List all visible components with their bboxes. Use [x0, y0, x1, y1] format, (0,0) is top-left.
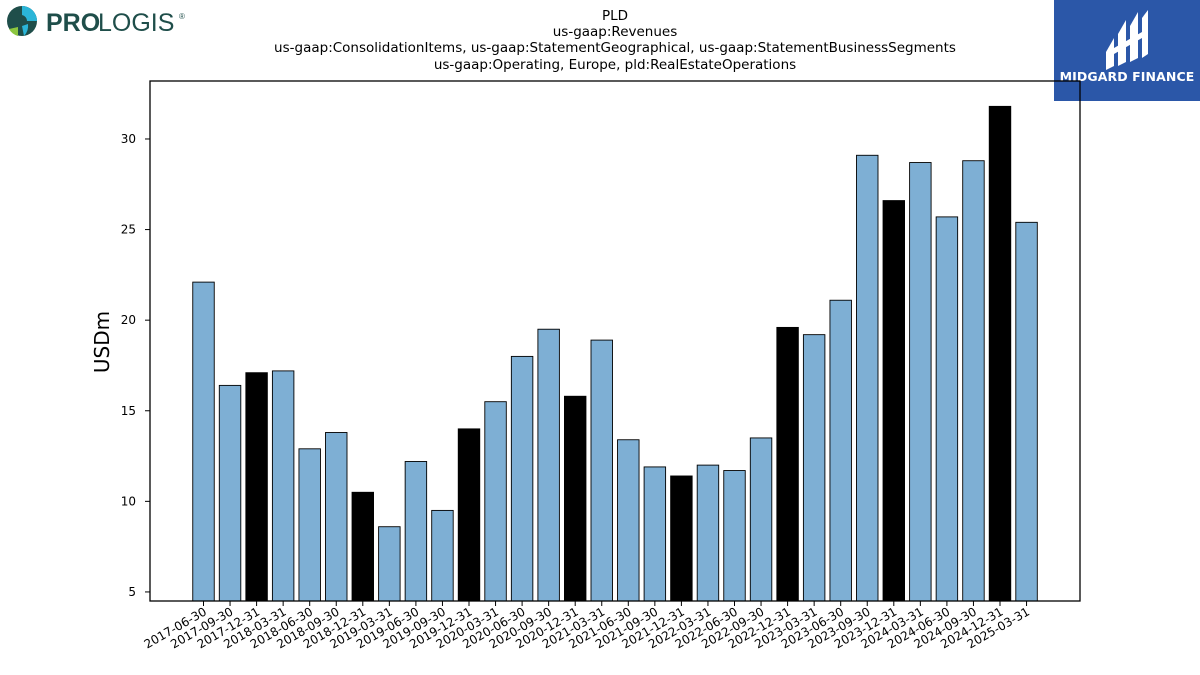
- bar-2023-12-31: [882, 200, 905, 602]
- bar-2022-06-30: [723, 470, 746, 602]
- bar-2024-12-31: [988, 105, 1012, 602]
- bar-2022-09-30: [749, 437, 773, 602]
- bar-2022-12-31: [776, 326, 799, 602]
- y-axis-ticks: 5 10 15 20 25 30: [121, 132, 150, 599]
- bar-2021-03-31: [590, 339, 613, 602]
- x-axis-ticks: 2017-06-302017-09-302017-12-312018-03-31…: [142, 601, 1032, 651]
- bar-2019-12-31: [457, 428, 481, 602]
- prologis-globe-icon: PRO LOGIS ®: [7, 6, 185, 37]
- bar-2020-06-30: [510, 355, 534, 602]
- bar-2023-06-30: [829, 299, 852, 602]
- bar-2021-12-31: [670, 475, 693, 602]
- y-tick-label: 25: [121, 223, 136, 237]
- bar-2017-06-30: [192, 281, 215, 602]
- y-tick-label: 10: [121, 494, 136, 508]
- y-tick-label: 15: [121, 404, 136, 418]
- logo-text-bold: PRO: [46, 9, 100, 37]
- midgard-logo-text: MIDGARD FINANCE: [1059, 69, 1195, 84]
- bar-2017-12-31: [245, 372, 268, 602]
- bar-2019-09-30: [431, 509, 454, 602]
- bar-2020-12-31: [564, 395, 587, 602]
- bar-2019-06-30: [404, 461, 428, 602]
- bar-2020-09-30: [537, 328, 560, 602]
- title-line-3: us-gaap:ConsolidationItems, us-gaap:Stat…: [274, 40, 956, 56]
- y-tick-label: 20: [121, 313, 136, 327]
- title-line-4: us-gaap:Operating, Europe, pld:RealEstat…: [434, 57, 796, 73]
- midgard-finance-logo: MIDGARD FINANCE: [1054, 0, 1200, 101]
- bar-2022-03-31: [696, 464, 720, 602]
- logo-registered-mark: ®: [179, 12, 185, 21]
- bar-2018-12-31: [351, 491, 374, 602]
- bar-2018-09-30: [325, 432, 348, 602]
- prologis-logo: PRO LOGIS ®: [4, 4, 194, 42]
- title-line-2: us-gaap:Revenues: [553, 24, 678, 40]
- bar-2024-03-31: [909, 162, 932, 602]
- bar-2024-06-30: [935, 216, 959, 602]
- bar-2018-06-30: [298, 448, 321, 602]
- bar-2018-03-31: [271, 370, 295, 602]
- logo-text-rest: LOGIS: [98, 9, 174, 37]
- bar-series: [192, 105, 1038, 602]
- chart-title: PLD us-gaap:Revenues us-gaap:Consolidati…: [274, 8, 956, 73]
- y-tick-label: 30: [121, 132, 136, 146]
- bar-2025-03-31: [1015, 221, 1038, 602]
- bar-2021-06-30: [617, 439, 640, 602]
- bar-2019-03-31: [378, 526, 401, 602]
- bar-2020-03-31: [484, 401, 507, 602]
- bar-2023-03-31: [802, 334, 826, 602]
- bar-2023-09-30: [856, 154, 879, 602]
- title-line-1: PLD: [602, 8, 628, 24]
- plot-frame: [149, 80, 1081, 602]
- bar-2017-09-30: [218, 384, 242, 602]
- bar-2024-09-30: [962, 160, 985, 602]
- bar-2021-09-30: [643, 466, 667, 602]
- midgard-mark-icon: [1106, 10, 1148, 70]
- y-axis-label: USDm: [90, 311, 114, 373]
- y-tick-label: 5: [128, 585, 136, 599]
